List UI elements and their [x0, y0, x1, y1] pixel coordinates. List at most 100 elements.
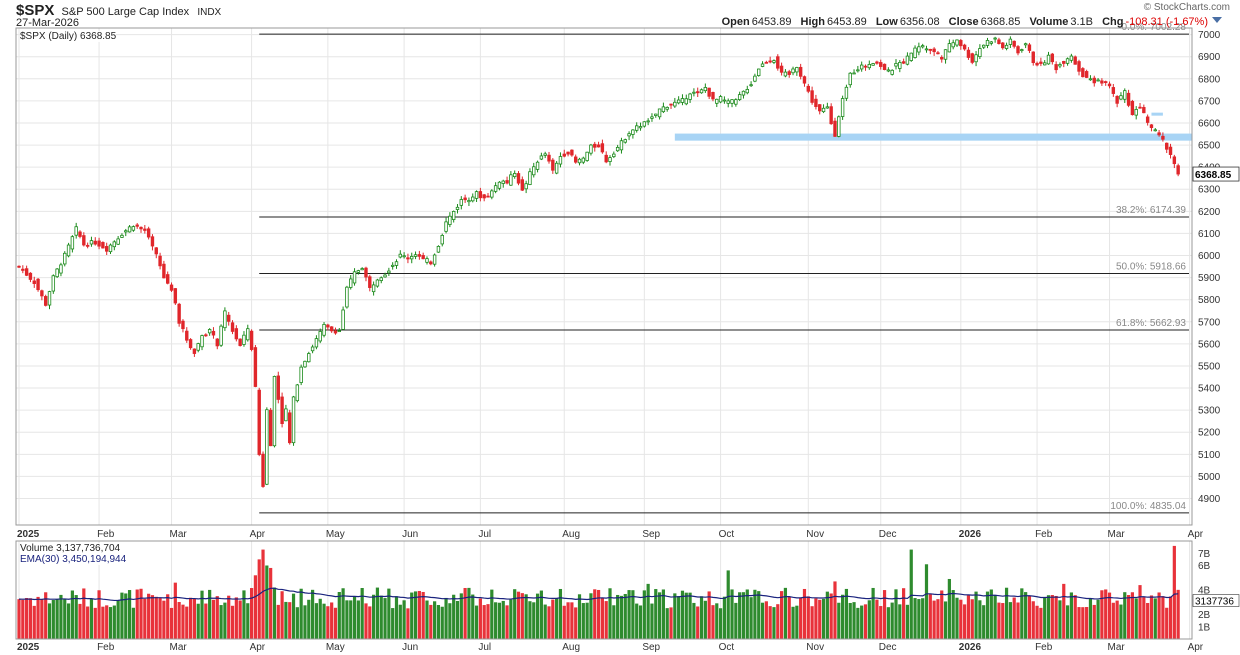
- volume-bar: [753, 589, 757, 639]
- candle-body: [661, 106, 666, 113]
- volume-bar: [322, 603, 326, 639]
- volume-bar: [211, 599, 216, 639]
- candle-body: [806, 85, 810, 92]
- candle-body: [726, 100, 730, 104]
- volume-bar: [1031, 601, 1035, 639]
- candle-body: [261, 453, 265, 487]
- volume-bar: [715, 603, 719, 639]
- volume-bar: [1104, 589, 1108, 639]
- volume-bar: [913, 598, 917, 639]
- volume-bar: [768, 606, 772, 639]
- open-label: Open: [721, 16, 750, 28]
- volume-bar: [860, 605, 864, 639]
- volume-bar: [905, 604, 910, 639]
- candle-body: [532, 166, 536, 176]
- candle-body: [272, 376, 277, 447]
- candle-body: [825, 106, 830, 109]
- volume-bar: [844, 588, 849, 639]
- x-tick-label: Jul: [478, 642, 491, 653]
- candle-body: [219, 325, 223, 346]
- volume-bar: [330, 602, 334, 639]
- candle-body: [715, 98, 719, 104]
- candle-body: [577, 158, 582, 164]
- volume-bar: [463, 587, 467, 639]
- y-tick-label: 4900: [1198, 494, 1221, 505]
- volume-bar: [425, 600, 429, 639]
- x-tick-label: Jun: [402, 529, 418, 540]
- volume-bar: [955, 597, 959, 639]
- volume-bar: [352, 596, 357, 639]
- volume-bar: [1035, 605, 1039, 639]
- volume-bar: [124, 593, 128, 639]
- candle-body: [650, 116, 654, 119]
- volume-bar: [566, 602, 570, 639]
- candle-body: [879, 62, 883, 67]
- volume-bar: [105, 605, 109, 639]
- volume-bar: [219, 605, 223, 639]
- candle-body: [162, 263, 166, 279]
- volume-bar: [947, 578, 951, 639]
- volume-bar: [818, 599, 822, 639]
- candle-body: [242, 334, 246, 345]
- candle-body: [608, 157, 612, 162]
- candle-body: [451, 211, 456, 220]
- candle-body: [673, 101, 677, 107]
- volume-bar: [825, 591, 829, 639]
- candle-body: [417, 254, 422, 257]
- volume-bar: [467, 587, 471, 639]
- volume-bar: [760, 602, 765, 639]
- candle-body: [93, 240, 97, 245]
- candle-body: [390, 264, 395, 267]
- change-label: Chg: [1102, 16, 1124, 28]
- volume-bar: [1016, 602, 1020, 639]
- volume-bar: [699, 596, 704, 639]
- volume-bar: [886, 607, 890, 639]
- price-legend-label: $SPX (Daily) 6368.85: [20, 31, 117, 42]
- volume-bar: [1073, 595, 1077, 639]
- y-tick-label: 5700: [1198, 317, 1221, 328]
- volume-bar: [524, 594, 528, 639]
- candle-body: [528, 171, 532, 185]
- candle-body: [127, 226, 132, 233]
- candle-body: [280, 396, 284, 424]
- x-tick-label: Aug: [562, 642, 580, 653]
- volume-bar: [562, 605, 566, 639]
- chevron-down-icon[interactable]: [1212, 17, 1222, 23]
- candle-body: [238, 338, 242, 346]
- volume-bar: [120, 592, 124, 639]
- volume-bar: [1161, 596, 1165, 639]
- volume-bar: [791, 606, 795, 639]
- candle-body: [1077, 61, 1081, 72]
- volume-bar: [337, 592, 341, 639]
- volume-bar: [1115, 600, 1119, 639]
- high-label: High: [800, 16, 825, 28]
- volume-bar: [345, 600, 349, 639]
- candle-body: [1069, 55, 1074, 61]
- volume-bar: [802, 588, 807, 639]
- volume-bar: [642, 590, 646, 639]
- candle-body: [612, 153, 616, 158]
- candle-body: [734, 99, 738, 105]
- candle-body: [70, 236, 75, 250]
- candle-body: [1020, 49, 1024, 51]
- support-zone: [674, 133, 1192, 141]
- volume-bar: [398, 604, 402, 639]
- candle-body: [375, 279, 380, 287]
- candle-body: [368, 276, 372, 288]
- low-value: 6356.08: [899, 16, 940, 28]
- resistance-mark: [1151, 112, 1163, 116]
- volume-bar: [837, 602, 841, 639]
- volume-bar: [44, 592, 48, 639]
- volume-legend: Volume 3,137,736,704: [20, 543, 121, 554]
- volume-bar: [208, 589, 212, 639]
- candle-body: [1027, 44, 1032, 51]
- x-tick-label: Dec: [879, 642, 897, 653]
- volume-bar: [494, 602, 498, 639]
- volume-bar: [280, 591, 284, 639]
- volume-bar: [722, 596, 727, 639]
- candle-body: [669, 103, 673, 106]
- volume-bar: [1165, 607, 1169, 639]
- volume-bar: [795, 605, 799, 639]
- volume-bar: [177, 602, 181, 639]
